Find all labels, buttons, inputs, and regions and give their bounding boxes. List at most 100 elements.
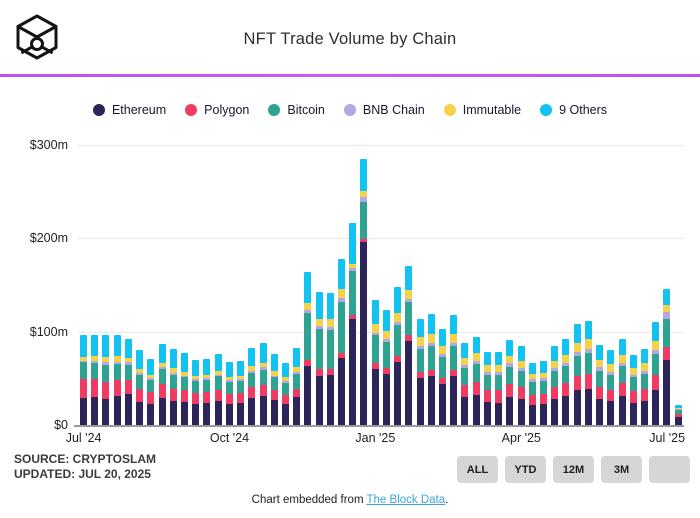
bar-segment-polygon bbox=[674, 413, 682, 417]
bar-segment-bnb-chain bbox=[338, 298, 346, 302]
bar-segment-bnb-chain bbox=[483, 371, 491, 375]
stacked-bar[interactable] bbox=[304, 271, 312, 425]
stacked-bar[interactable] bbox=[652, 322, 660, 425]
stacked-bar[interactable] bbox=[113, 334, 121, 425]
stacked-bar[interactable] bbox=[147, 358, 155, 425]
stacked-bar[interactable] bbox=[551, 345, 559, 425]
stacked-bar[interactable] bbox=[461, 342, 469, 425]
legend-item-bitcoin[interactable]: Bitcoin bbox=[268, 103, 325, 117]
bar-segment-polygon bbox=[80, 379, 87, 398]
stacked-bar[interactable] bbox=[528, 362, 536, 425]
stacked-bar[interactable] bbox=[102, 334, 110, 425]
stacked-bar[interactable] bbox=[607, 350, 615, 425]
stacked-bar[interactable] bbox=[360, 159, 368, 425]
stacked-bar[interactable] bbox=[539, 360, 547, 425]
stacked-bar[interactable] bbox=[427, 313, 435, 425]
stacked-bar[interactable] bbox=[663, 288, 671, 425]
stacked-bar[interactable] bbox=[472, 337, 480, 425]
stacked-bar[interactable] bbox=[270, 354, 278, 425]
stacked-bar[interactable] bbox=[495, 352, 503, 425]
bar-segment-ethereum bbox=[281, 403, 289, 425]
stacked-bar[interactable] bbox=[124, 339, 132, 425]
stacked-bar[interactable] bbox=[416, 318, 424, 425]
stacked-bar[interactable] bbox=[192, 359, 200, 425]
bar-segment-bnb-chain bbox=[450, 342, 458, 346]
bar-segment-9-others bbox=[629, 355, 637, 369]
stacked-bar[interactable] bbox=[158, 343, 166, 425]
bar-segment-immutable bbox=[539, 372, 547, 379]
bar-segment-ethereum bbox=[91, 397, 99, 425]
bar-segment-9-others bbox=[551, 345, 559, 361]
legend-item-immutable[interactable]: Immutable bbox=[443, 103, 521, 117]
legend-item-ethereum[interactable]: Ethereum bbox=[92, 103, 166, 117]
bar-segment-immutable bbox=[281, 377, 289, 382]
stacked-bar[interactable] bbox=[326, 293, 334, 425]
range-button-all[interactable]: ALL bbox=[457, 456, 498, 483]
bar-segment-ethereum bbox=[472, 395, 480, 425]
range-button-ytd[interactable]: YTD bbox=[505, 456, 546, 483]
stacked-bar[interactable] bbox=[394, 286, 402, 425]
stacked-bar[interactable] bbox=[371, 299, 379, 425]
bar-segment-polygon bbox=[584, 373, 592, 389]
bar-segment-bitcoin bbox=[315, 328, 323, 370]
bar-segment-ethereum bbox=[113, 396, 121, 425]
legend-item-9-others[interactable]: 9 Others bbox=[540, 103, 607, 117]
stacked-bar[interactable] bbox=[281, 362, 289, 425]
bar-segment-9-others bbox=[124, 339, 132, 358]
bar-segment-immutable bbox=[607, 364, 615, 372]
bar-segment-9-others bbox=[136, 350, 144, 370]
stacked-bar[interactable] bbox=[596, 344, 604, 425]
bar-segment-bitcoin bbox=[371, 335, 379, 364]
bar-segment-bitcoin bbox=[360, 201, 368, 240]
bar-segment-immutable bbox=[528, 373, 536, 380]
stacked-bar[interactable] bbox=[439, 328, 446, 425]
bar-segment-bitcoin bbox=[427, 345, 435, 370]
x-tick-label: Jan '25 bbox=[355, 431, 396, 445]
bar-segment-bnb-chain bbox=[461, 365, 469, 369]
stacked-bar[interactable] bbox=[618, 339, 626, 425]
bar-segment-polygon bbox=[136, 388, 144, 402]
stacked-bar[interactable] bbox=[483, 352, 491, 425]
stacked-bar[interactable] bbox=[450, 314, 458, 425]
bar-segment-ethereum bbox=[136, 401, 144, 425]
stacked-bar[interactable] bbox=[80, 334, 87, 425]
stacked-bar[interactable] bbox=[293, 347, 301, 425]
stacked-bar[interactable] bbox=[214, 354, 222, 425]
range-button-12m[interactable]: 12M bbox=[553, 456, 594, 483]
stacked-bar[interactable] bbox=[517, 345, 525, 425]
stacked-bar[interactable] bbox=[136, 350, 144, 425]
bar-segment-immutable bbox=[663, 304, 671, 313]
legend-item-polygon[interactable]: Polygon bbox=[185, 103, 249, 117]
stacked-bar[interactable] bbox=[506, 340, 514, 425]
the-block-data-link[interactable]: The Block Data bbox=[366, 494, 446, 506]
bar-segment-bitcoin bbox=[304, 313, 312, 360]
stacked-bar[interactable] bbox=[225, 361, 233, 425]
stacked-bar[interactable] bbox=[237, 360, 245, 425]
legend-label: Bitcoin bbox=[287, 103, 325, 117]
bar-segment-polygon bbox=[618, 383, 626, 397]
stacked-bar[interactable] bbox=[562, 339, 570, 425]
stacked-bar[interactable] bbox=[629, 355, 637, 425]
stacked-bar[interactable] bbox=[259, 342, 267, 425]
range-button-blank[interactable] bbox=[649, 456, 690, 483]
stacked-bar[interactable] bbox=[169, 349, 177, 425]
stacked-bar[interactable] bbox=[180, 353, 188, 425]
stacked-bar[interactable] bbox=[573, 324, 581, 425]
stacked-bar[interactable] bbox=[640, 349, 648, 425]
stacked-bar[interactable] bbox=[203, 358, 211, 425]
legend-item-bnb-chain[interactable]: BNB Chain bbox=[343, 103, 425, 117]
range-button-3m[interactable]: 3M bbox=[601, 456, 642, 483]
bar-segment-bnb-chain bbox=[91, 360, 99, 364]
stacked-bar[interactable] bbox=[338, 258, 346, 425]
stacked-bar[interactable] bbox=[315, 291, 323, 425]
bar-segment-ethereum bbox=[495, 402, 503, 425]
bar-segment-polygon bbox=[102, 382, 110, 399]
stacked-bar[interactable] bbox=[349, 222, 357, 425]
stacked-bar[interactable] bbox=[674, 405, 682, 425]
stacked-bar[interactable] bbox=[248, 347, 256, 425]
stacked-bar[interactable] bbox=[382, 310, 390, 425]
stacked-bar[interactable] bbox=[405, 266, 413, 425]
stacked-bar[interactable] bbox=[91, 334, 99, 425]
stacked-bar[interactable] bbox=[584, 320, 592, 425]
bar-segment-polygon bbox=[483, 389, 491, 402]
